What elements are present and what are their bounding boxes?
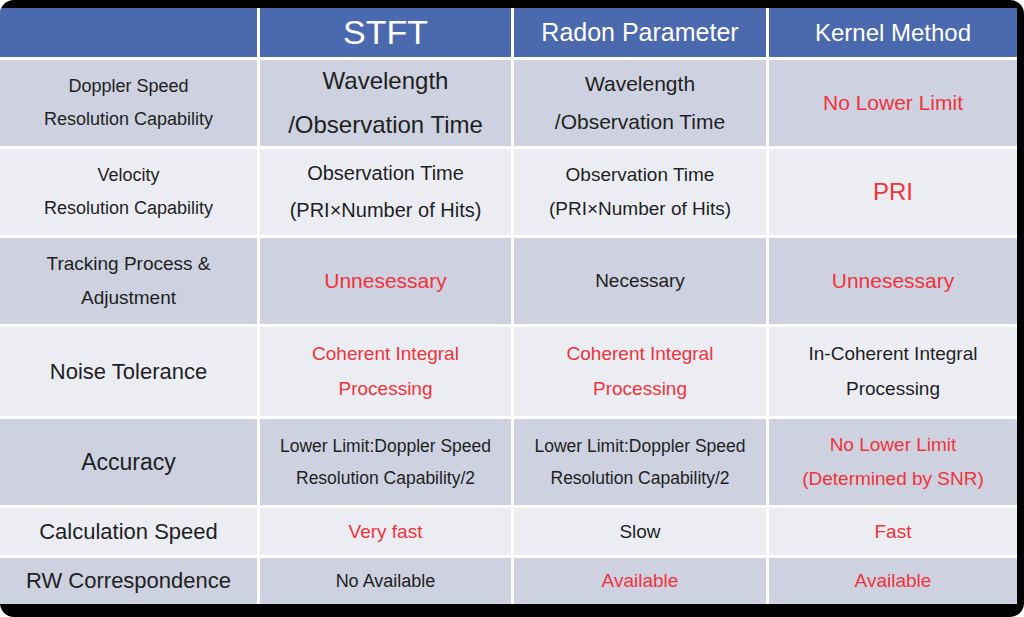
cell-line: Resolution Capability/2 [296,468,475,488]
cell-line: Observation Time [566,164,715,186]
cell-line: Processing [593,378,687,400]
stft-cell: No Available [260,558,511,604]
cell-line: Velocity [97,165,159,186]
radon-cell: Slow [514,508,766,555]
cell-line: Processing [339,378,433,400]
cell-line: Coherent Integral [567,343,714,365]
kernel-cell: Fast [769,508,1017,555]
cell-line: Lower Limit:Doppler Speed [280,436,491,456]
cell-line: No Available [336,571,436,592]
row-label-cell: Accuracy [0,419,257,505]
cell-line: Available [602,570,679,592]
cell-line: Available [855,570,932,592]
cell-line: Resolution Capability [44,109,213,130]
stft-cell: Unnesessary [260,238,511,324]
slide-frame: STFT Radon Parameter Kernel Method Doppl… [0,0,1024,617]
cell-line: Unnesessary [832,269,955,293]
comparison-table: STFT Radon Parameter Kernel Method Doppl… [0,8,1017,604]
kernel-cell: PRI [769,149,1017,235]
col-header-radon: Radon Parameter [514,8,766,57]
cell-line: Doppler Speed [68,76,188,97]
kernel-cell: In-Coherent Integral Processing [769,327,1017,416]
cell-line: /Observation Time [555,110,725,134]
cell-line: /Observation Time [288,111,483,139]
row-label-cell: Velocity Resolution Capability [0,149,257,235]
row-label-cell: Doppler Speed Resolution Capability [0,60,257,146]
cell-line: Wavelength [323,67,449,95]
cell-line: Wavelength [585,72,695,96]
radon-cell: Observation Time (PRI×Number of Hits) [514,149,766,235]
cell-line: RW Correspondence [26,568,231,593]
cell-line: No Lower Limit [823,91,963,115]
header-corner-cell [0,8,257,57]
cell-line: Noise Tolerance [50,359,207,384]
row-label-cell: Tracking Process & Adjustment [0,238,257,324]
col-header-stft: STFT [260,8,511,57]
row-label-cell: Noise Tolerance [0,327,257,416]
col-header-label: Radon Parameter [541,18,738,47]
cell-line: PRI [873,178,913,206]
stft-cell: Wavelength /Observation Time [260,60,511,146]
cell-line: Calculation Speed [39,519,218,544]
kernel-cell: No Lower Limit (Determined by SNR) [769,419,1017,505]
cell-line: (PRI×Number of Hits) [290,199,482,222]
cell-line: Slow [619,521,660,543]
col-header-label: STFT [343,13,428,52]
cell-line: Adjustment [81,287,176,309]
cell-line: Unnesessary [324,269,447,293]
cell-line: Accuracy [81,449,176,475]
stft-cell: Observation Time (PRI×Number of Hits) [260,149,511,235]
radon-cell: Necessary [514,238,766,324]
col-header-label: Kernel Method [815,19,971,47]
cell-line: Coherent Integral [312,343,459,365]
row-label-cell: Calculation Speed [0,508,257,555]
cell-line: Resolution Capability/2 [551,468,730,488]
cell-line: Processing [846,378,940,400]
col-header-kernel: Kernel Method [769,8,1017,57]
radon-cell: Available [514,558,766,604]
cell-line: Tracking Process & [46,253,210,275]
cell-line: In-Coherent Integral [809,343,978,365]
cell-line: Very fast [349,521,423,543]
stft-cell: Very fast [260,508,511,555]
stft-cell: Lower Limit:Doppler Speed Resolution Cap… [260,419,511,505]
cell-line: Fast [875,521,912,543]
cell-line: Necessary [595,270,685,292]
row-label-cell: RW Correspondence [0,558,257,604]
cell-line: Resolution Capability [44,198,213,219]
cell-line: (Determined by SNR) [802,468,984,490]
cell-line: Observation Time [307,162,464,185]
cell-line: No Lower Limit [830,434,957,456]
kernel-cell: Unnesessary [769,238,1017,324]
radon-cell: Lower Limit:Doppler Speed Resolution Cap… [514,419,766,505]
cell-line: (PRI×Number of Hits) [549,198,731,220]
cell-line: Lower Limit:Doppler Speed [534,436,745,456]
kernel-cell: No Lower Limit [769,60,1017,146]
radon-cell: Wavelength /Observation Time [514,60,766,146]
kernel-cell: Available [769,558,1017,604]
radon-cell: Coherent Integral Processing [514,327,766,416]
stft-cell: Coherent Integral Processing [260,327,511,416]
